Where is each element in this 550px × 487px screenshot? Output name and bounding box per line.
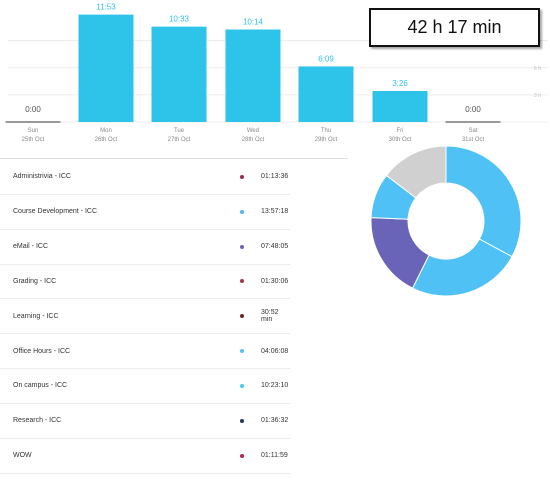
activity-color-dot xyxy=(240,453,244,458)
activity-row[interactable]: WOW 01:11:59 xyxy=(0,439,290,474)
activity-duration: 07:48:05 xyxy=(261,243,289,251)
activity-name: Grading - ICC xyxy=(13,277,57,285)
date-label: 28th Oct xyxy=(242,137,265,143)
chart-bars: 0:00 Sun 25th Oct 11:53 Mon 26th Oct 10:33 Tue 2… xyxy=(5,3,501,143)
y-tick-label: 6 h xyxy=(534,66,541,72)
activity-color-dot xyxy=(240,279,244,284)
activity-row[interactable]: Grading - ICC 01:30:06 xyxy=(0,265,290,300)
chart-y-ticks: 3 h6 h9 h xyxy=(534,39,541,99)
y-tick-label: 3 h xyxy=(534,93,541,99)
activity-row[interactable]: eMail - ICC 07:48:05 xyxy=(0,230,290,265)
activity-color-dot xyxy=(240,314,244,319)
activity-row[interactable]: Office Hours - ICC 04:06:08 xyxy=(0,334,290,370)
day-label: Tue xyxy=(174,128,185,134)
activity-duration: 04:06:08 xyxy=(261,347,289,355)
section-divider xyxy=(0,158,348,159)
bar-value-label: 11:53 xyxy=(96,3,116,12)
activity-donut-chart xyxy=(370,145,522,297)
total-time-value: 42 h 17 min xyxy=(407,17,502,37)
bar-mon xyxy=(78,14,134,123)
activity-name: Administrivia - ICC xyxy=(13,173,71,181)
activity-row[interactable]: Learning - ICC 30:52 min xyxy=(0,299,290,335)
bar-value-label: 0:00 xyxy=(465,105,481,114)
activity-name: WOW xyxy=(13,452,32,460)
donut-slice[interactable] xyxy=(385,145,447,199)
day-label: Sun xyxy=(28,128,39,134)
activity-name: eMail - ICC xyxy=(13,243,49,251)
activity-color-dot xyxy=(240,383,244,388)
activity-row[interactable]: Course Development - ICC 13:57:18 xyxy=(0,195,290,230)
activity-name: Research - ICC xyxy=(13,417,62,425)
day-label: Mon xyxy=(100,128,112,134)
activity-name: On campus - ICC xyxy=(13,382,68,390)
activity-row[interactable]: Administrivia - ICC 01:13:36 xyxy=(0,160,290,195)
day-label: Fri xyxy=(397,128,404,134)
activity-list: Administrivia - ICC 01:13:36 Course Develo… xyxy=(0,160,290,474)
bar-sun xyxy=(5,121,61,123)
activity-duration: 30:52 min xyxy=(261,309,279,324)
day-label: Thu xyxy=(321,128,331,134)
total-time-box: 42 h 17 min xyxy=(369,8,540,47)
activity-color-dot xyxy=(240,209,244,214)
bar-tue xyxy=(151,26,207,123)
activity-color-dot xyxy=(240,174,244,179)
day-label: Sat xyxy=(468,128,477,134)
activity-duration: 01:13:36 xyxy=(261,173,289,181)
activity-duration: 01:36:32 xyxy=(261,417,289,425)
activity-duration: 10:23:10 xyxy=(261,382,289,390)
donut-slice[interactable] xyxy=(445,145,522,258)
activity-color-dot xyxy=(240,349,244,354)
activity-color-dot xyxy=(240,244,244,249)
bar-thu xyxy=(298,66,354,122)
bar-wed xyxy=(225,29,281,122)
bar-sat xyxy=(445,121,501,123)
activity-duration: 13:57:18 xyxy=(261,208,289,216)
activity-row[interactable]: On campus - ICC 10:23:10 xyxy=(0,369,290,404)
activity-duration: 01:30:06 xyxy=(261,277,289,285)
bar-value-label: 0:00 xyxy=(25,105,41,114)
date-label: 25th Oct xyxy=(22,137,45,143)
activity-name: Learning - ICC xyxy=(13,312,59,320)
date-label: 29th Oct xyxy=(315,137,338,143)
activity-name: Office Hours - ICC xyxy=(13,347,71,355)
activity-row[interactable]: Research - ICC 01:36:32 xyxy=(0,404,290,439)
activity-name: Course Development - ICC xyxy=(13,208,98,216)
bar-value-label: 6:09 xyxy=(318,54,334,63)
bar-fri xyxy=(372,90,428,122)
activity-color-dot xyxy=(240,418,244,423)
date-label: 30th Oct xyxy=(389,137,412,143)
date-label: 31st Oct xyxy=(462,137,485,143)
date-label: 27th Oct xyxy=(168,137,191,143)
activity-duration: 01:11:59 xyxy=(261,452,288,460)
bar-value-label: 3:26 xyxy=(392,79,408,88)
bar-value-label: 10:33 xyxy=(169,15,190,24)
date-label: 26th Oct xyxy=(95,137,118,143)
bar-value-label: 10:14 xyxy=(243,18,264,27)
day-label: Wed xyxy=(247,128,259,134)
